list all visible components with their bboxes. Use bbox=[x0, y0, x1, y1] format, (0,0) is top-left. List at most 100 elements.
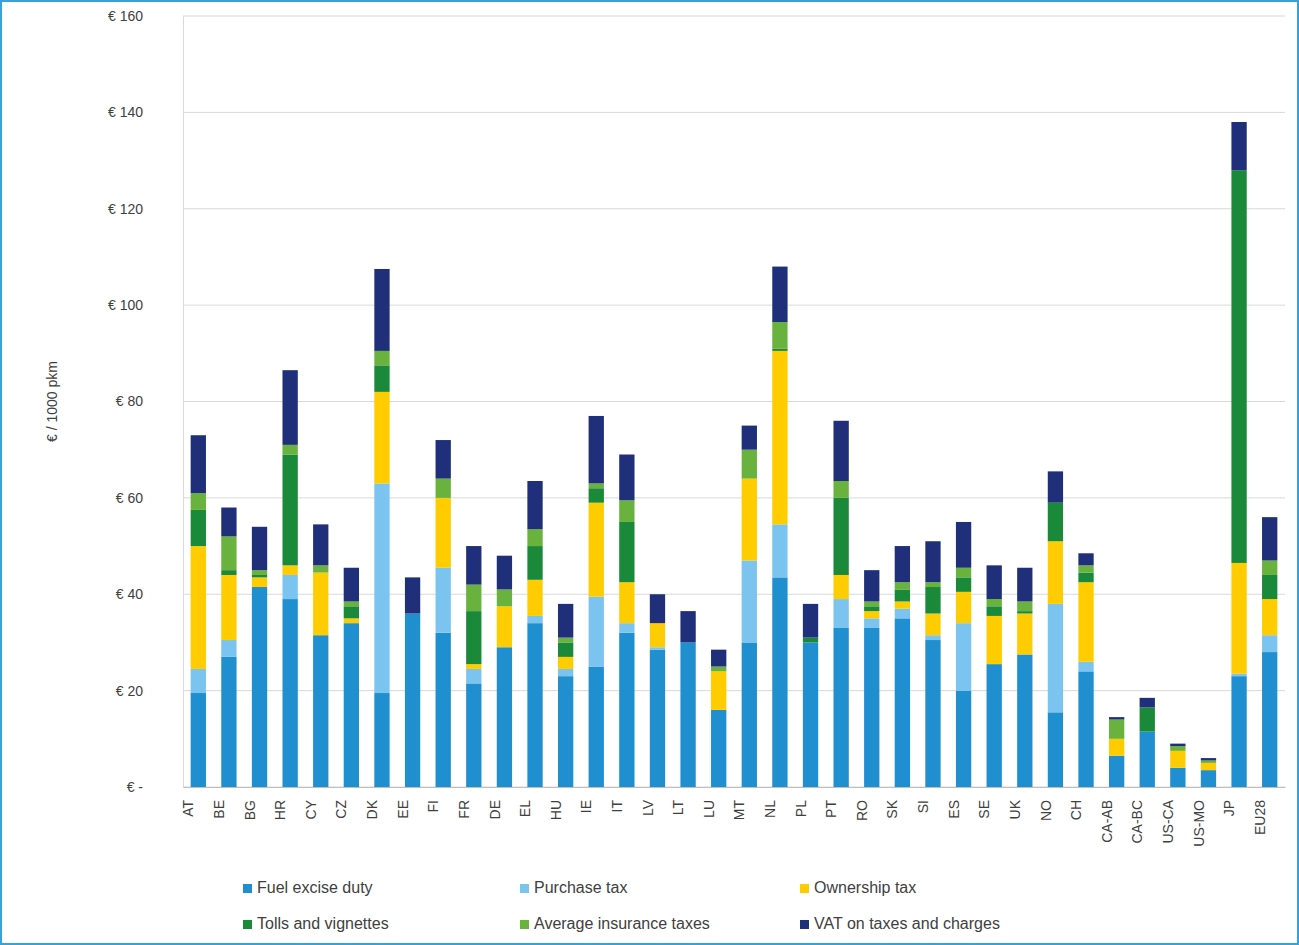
bar bbox=[1170, 746, 1185, 751]
grid-line bbox=[183, 497, 1285, 498]
bar bbox=[772, 351, 787, 524]
bar bbox=[895, 609, 910, 619]
bar bbox=[925, 640, 940, 787]
x-tick-label: HR bbox=[272, 800, 288, 820]
bar bbox=[772, 348, 787, 350]
x-tick: BG bbox=[242, 787, 260, 820]
bar bbox=[221, 575, 236, 640]
x-tick-label: UK bbox=[1007, 799, 1023, 819]
bar bbox=[864, 628, 879, 787]
grid-line bbox=[183, 112, 1285, 113]
bar bbox=[436, 568, 451, 633]
legend-label: VAT on taxes and charges bbox=[814, 915, 1000, 932]
x-tick-label: PL bbox=[793, 800, 809, 817]
bar bbox=[313, 565, 328, 572]
x-tick-label: LT bbox=[670, 800, 686, 816]
bar bbox=[221, 536, 236, 570]
bar bbox=[221, 508, 236, 537]
bar bbox=[1262, 561, 1277, 575]
x-tick-label: DE bbox=[487, 800, 503, 819]
bar bbox=[191, 510, 206, 546]
x-tick: IT bbox=[609, 787, 627, 812]
bar bbox=[1170, 751, 1185, 768]
bar bbox=[221, 657, 236, 787]
x-tick: CZ bbox=[333, 787, 351, 819]
bar bbox=[466, 664, 481, 669]
bar bbox=[1262, 599, 1277, 635]
plot: € -€ 20€ 40€ 60€ 80€ 100€ 120€ 140€ 160A… bbox=[108, 8, 1286, 847]
bar bbox=[1078, 662, 1093, 672]
bar bbox=[680, 642, 695, 787]
x-tick-label: SI bbox=[915, 800, 931, 813]
y-tick: € 60 bbox=[116, 490, 183, 506]
x-tick: FR bbox=[456, 787, 474, 819]
legend-label: Average insurance taxes bbox=[534, 915, 710, 932]
bar bbox=[833, 599, 848, 628]
x-axis-line bbox=[184, 787, 1286, 788]
bar bbox=[742, 479, 757, 561]
y-tick: € 160 bbox=[108, 8, 183, 24]
bar bbox=[1262, 635, 1277, 652]
x-tick-label: IT bbox=[609, 800, 625, 813]
bar bbox=[374, 693, 389, 787]
x-tick-label: CH bbox=[1068, 800, 1084, 820]
x-tick: US-CA bbox=[1160, 787, 1178, 844]
x-tick: LV bbox=[640, 787, 658, 816]
x-tick-label: EU28 bbox=[1252, 800, 1268, 835]
legend-swatch bbox=[800, 920, 809, 929]
bar bbox=[405, 577, 420, 613]
bar bbox=[1048, 604, 1063, 712]
bar bbox=[1078, 671, 1093, 787]
bar bbox=[711, 671, 726, 710]
bar bbox=[374, 365, 389, 392]
x-tick-label: RO bbox=[854, 800, 870, 821]
bar bbox=[833, 481, 848, 498]
x-tick: FI bbox=[425, 787, 443, 812]
bar bbox=[895, 582, 910, 589]
x-tick: SI bbox=[915, 787, 933, 813]
bar bbox=[1231, 170, 1246, 563]
bar bbox=[589, 667, 604, 787]
bar bbox=[987, 599, 1002, 606]
grid-line bbox=[183, 16, 1285, 17]
bar bbox=[589, 483, 604, 488]
bar bbox=[650, 650, 665, 787]
bar bbox=[1262, 575, 1277, 599]
bar bbox=[1231, 674, 1246, 676]
bar bbox=[1170, 768, 1185, 787]
legend-swatch bbox=[800, 884, 809, 893]
bar bbox=[1109, 720, 1124, 739]
bar bbox=[252, 587, 267, 787]
legend-item: VAT on taxes and charges bbox=[800, 915, 1000, 932]
grid-line bbox=[183, 305, 1285, 306]
x-tick: DK bbox=[364, 787, 382, 819]
bar bbox=[864, 570, 879, 601]
x-tick-label: BE bbox=[211, 800, 227, 819]
bar bbox=[1170, 744, 1185, 746]
bar bbox=[650, 647, 665, 649]
bar bbox=[405, 614, 420, 787]
bar bbox=[436, 479, 451, 498]
bar bbox=[1017, 614, 1032, 655]
x-tick: UK bbox=[1007, 787, 1025, 819]
bar bbox=[1048, 541, 1063, 604]
legend-label: Fuel excise duty bbox=[257, 879, 373, 896]
y-axis-title: € / 1000 pkm bbox=[44, 361, 60, 442]
bar bbox=[619, 522, 634, 582]
x-tick: CY bbox=[303, 787, 321, 819]
bar bbox=[252, 577, 267, 587]
x-tick: NL bbox=[762, 787, 780, 818]
x-tick-label: US-MO bbox=[1191, 800, 1207, 847]
bar bbox=[987, 616, 1002, 664]
x-tick: CA-BC bbox=[1129, 787, 1147, 844]
bar bbox=[282, 599, 297, 787]
bar bbox=[1262, 652, 1277, 787]
x-tick: LT bbox=[670, 787, 688, 815]
x-tick-label: HU bbox=[548, 800, 564, 820]
bar bbox=[803, 604, 818, 638]
bar bbox=[1078, 565, 1093, 572]
x-tick-label: MT bbox=[731, 800, 747, 821]
bar bbox=[987, 606, 1002, 616]
bar bbox=[956, 592, 971, 623]
legend-swatch bbox=[243, 884, 252, 893]
